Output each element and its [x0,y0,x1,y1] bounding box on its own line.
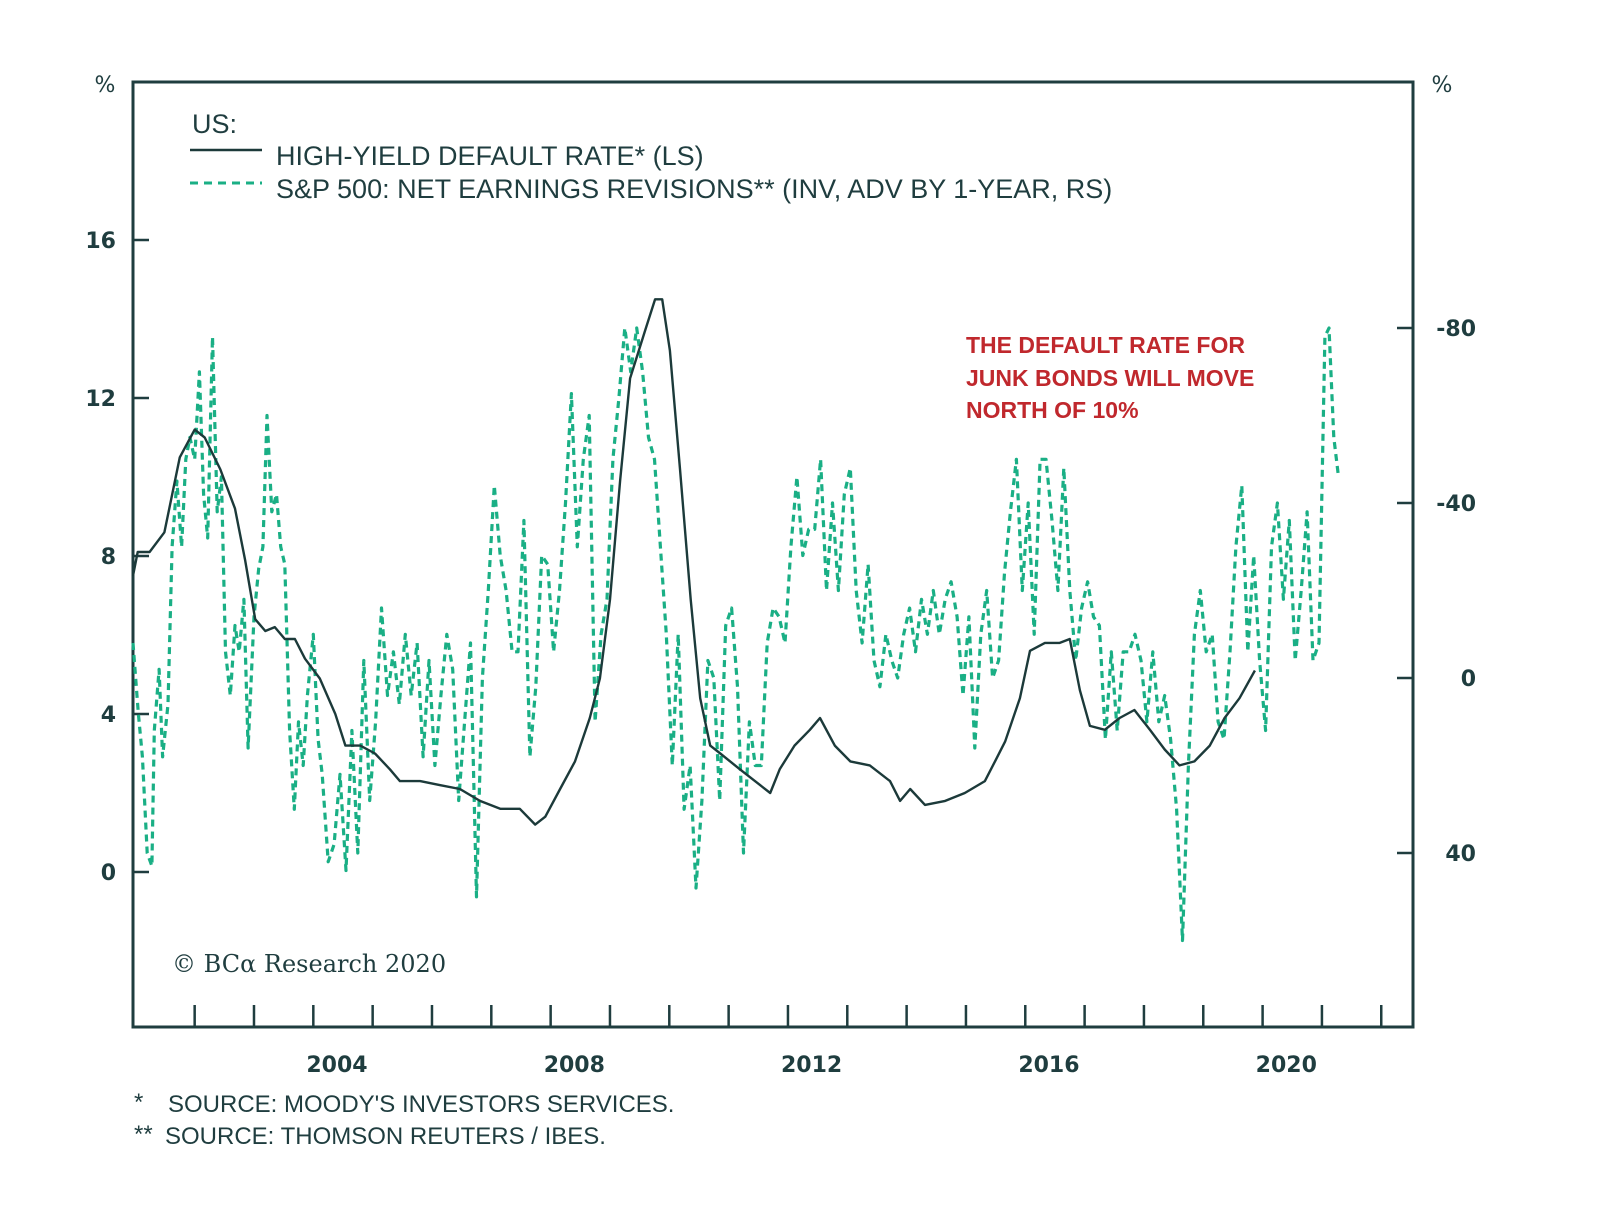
right-axis-tick-label: 40 [1445,842,1476,867]
left-axis-tick-label: 0 [101,861,116,886]
series-line-earnings-revisions [131,326,1341,943]
x-axis-tick-label: 2016 [1018,1053,1079,1078]
left-axis-tick-label: 8 [101,545,116,570]
left-axis-tick-label: 12 [85,387,116,412]
right-axis-unit: % [1432,73,1453,98]
legend-label-earnings-revisions: S&P 500: NET EARNINGS REVISIONS** (INV, … [276,174,1112,204]
x-axis-tick-label: 2020 [1256,1053,1317,1078]
footnote-1-marker: * [134,1089,143,1116]
x-axis-tick-label: 2012 [781,1053,842,1078]
annotation-line-3: NORTH OF 10% [966,397,1139,423]
left-axis: 0 4 8 12 16 [85,229,149,886]
left-axis-tick-label: 16 [85,229,116,254]
copyright: © BCα Research 2020 [172,950,446,978]
legend: US: HIGH-YIELD DEFAULT RATE* (LS) S&P 50… [190,109,1112,204]
footnote-2: SOURCE: THOMSON REUTERS / IBES. [165,1123,606,1150]
footnote-1: SOURCE: MOODY'S INVESTORS SERVICES. [168,1091,674,1118]
right-axis: -80 -40 0 40 [1397,317,1476,867]
footnote-2-marker: ** [134,1121,153,1148]
right-axis-tick-label: -80 [1436,317,1476,342]
annotation-line-1: THE DEFAULT RATE FOR [966,332,1245,358]
right-axis-tick-label: 0 [1461,667,1476,692]
legend-title: US: [192,109,237,139]
annotation-line-2: JUNK BONDS WILL MOVE [966,365,1254,391]
x-axis: 2004 2008 2012 2016 2020 [193,1005,1383,1078]
plot-frame [131,80,1415,1029]
series-line-default-rate [131,298,1256,826]
x-axis-tick-label: 2004 [306,1053,367,1078]
x-axis-tick-label: 2008 [544,1053,605,1078]
legend-label-default-rate: HIGH-YIELD DEFAULT RATE* (LS) [276,141,704,171]
series-layer [131,298,1341,943]
right-axis-tick-label: -40 [1436,492,1476,517]
left-axis-unit: % [95,73,116,98]
annotation: THE DEFAULT RATE FOR JUNK BONDS WILL MOV… [966,332,1254,423]
left-axis-tick-label: 4 [101,703,116,728]
